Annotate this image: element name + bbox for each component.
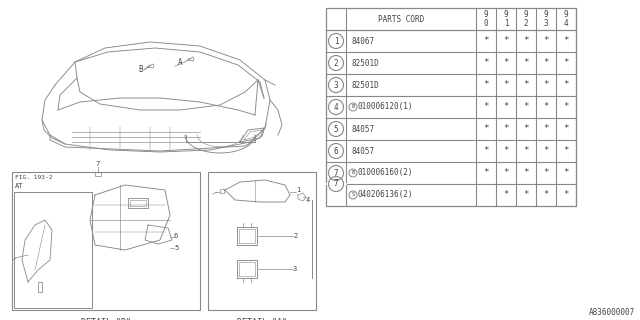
Text: *: * — [503, 124, 509, 133]
Text: *: * — [543, 81, 548, 90]
Text: *: * — [563, 81, 569, 90]
Text: 9
4: 9 4 — [564, 10, 568, 28]
Text: *: * — [483, 59, 489, 68]
Text: *: * — [483, 102, 489, 111]
Text: *: * — [524, 59, 529, 68]
Text: PARTS CORD: PARTS CORD — [378, 14, 424, 23]
Text: *: * — [483, 81, 489, 90]
Text: *: * — [543, 147, 548, 156]
Text: *: * — [563, 124, 569, 133]
Text: 4: 4 — [333, 102, 339, 111]
Text: *: * — [503, 59, 509, 68]
Text: AT: AT — [15, 183, 24, 189]
Text: *: * — [563, 36, 569, 45]
Text: 7: 7 — [333, 169, 339, 178]
Text: 010006120(1): 010006120(1) — [358, 102, 413, 111]
Text: *: * — [563, 102, 569, 111]
Text: A: A — [178, 58, 182, 67]
Text: A836000007: A836000007 — [589, 308, 635, 317]
Text: FIG. 193-2: FIG. 193-2 — [15, 175, 52, 180]
Text: *: * — [524, 124, 529, 133]
Text: *: * — [543, 169, 548, 178]
Text: 1: 1 — [333, 36, 339, 45]
Text: 84067: 84067 — [351, 36, 374, 45]
Text: B: B — [351, 171, 355, 175]
Text: 82501D: 82501D — [351, 59, 379, 68]
Text: 7: 7 — [333, 180, 339, 188]
Bar — [208, 172, 316, 310]
Text: 2: 2 — [333, 59, 339, 68]
Text: *: * — [543, 36, 548, 45]
Text: *: * — [483, 147, 489, 156]
Text: *: * — [543, 190, 548, 199]
Text: DETAIL "A": DETAIL "A" — [237, 318, 287, 320]
Text: *: * — [524, 147, 529, 156]
Text: 1: 1 — [296, 187, 300, 193]
Text: *: * — [543, 59, 548, 68]
Text: *: * — [563, 169, 569, 178]
Text: *: * — [524, 36, 529, 45]
Text: *: * — [503, 102, 509, 111]
Text: 9
2: 9 2 — [524, 10, 528, 28]
Text: 3: 3 — [333, 81, 339, 90]
Text: B: B — [138, 65, 143, 74]
Text: 82501D: 82501D — [351, 81, 379, 90]
Text: 5: 5 — [174, 245, 179, 251]
Text: 040206136(2): 040206136(2) — [358, 190, 413, 199]
Text: 4: 4 — [306, 197, 310, 203]
Text: *: * — [524, 169, 529, 178]
Text: *: * — [483, 124, 489, 133]
Text: S: S — [351, 193, 355, 197]
Text: 010006160(2): 010006160(2) — [358, 169, 413, 178]
Text: 84057: 84057 — [351, 147, 374, 156]
Text: *: * — [524, 102, 529, 111]
Text: *: * — [524, 190, 529, 199]
Text: 9
0: 9 0 — [484, 10, 488, 28]
Bar — [326, 8, 576, 206]
Text: 84057: 84057 — [351, 124, 374, 133]
Text: B: B — [351, 105, 355, 109]
Text: *: * — [483, 169, 489, 178]
Bar — [12, 172, 200, 310]
Text: *: * — [503, 81, 509, 90]
Text: *: * — [503, 190, 509, 199]
Text: 5: 5 — [333, 124, 339, 133]
Text: *: * — [543, 102, 548, 111]
Text: *: * — [503, 169, 509, 178]
Text: *: * — [483, 36, 489, 45]
Text: *: * — [543, 124, 548, 133]
Text: *: * — [503, 36, 509, 45]
Text: 7: 7 — [95, 161, 99, 167]
Text: 2: 2 — [293, 233, 297, 239]
Text: 9
1: 9 1 — [504, 10, 508, 28]
Text: *: * — [563, 190, 569, 199]
Text: *: * — [524, 81, 529, 90]
Text: 9
3: 9 3 — [544, 10, 548, 28]
Text: 6: 6 — [333, 147, 339, 156]
Text: *: * — [563, 147, 569, 156]
Text: 3: 3 — [293, 266, 297, 272]
Text: *: * — [503, 147, 509, 156]
Bar — [14, 192, 92, 308]
Text: *: * — [563, 59, 569, 68]
Text: DETAIL "B": DETAIL "B" — [81, 318, 131, 320]
Text: 6: 6 — [174, 233, 179, 239]
